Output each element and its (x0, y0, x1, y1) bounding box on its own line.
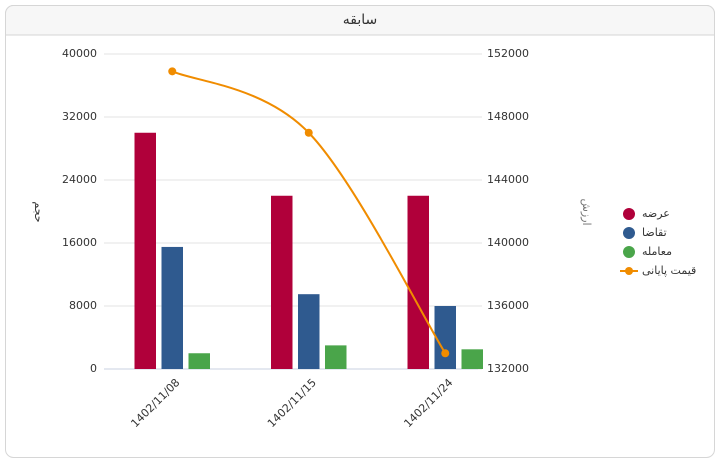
legend-marker (625, 267, 633, 275)
y2-tick-label: 140000 (487, 236, 529, 249)
legend-label: تقاضا (642, 226, 667, 239)
line-point (441, 349, 450, 358)
legend-label: قیمت پایانی (642, 264, 696, 277)
bar (434, 306, 456, 369)
line-point (304, 128, 313, 137)
y2-tick-label: 148000 (487, 110, 529, 123)
line (171, 70, 447, 354)
bar (188, 353, 210, 369)
bar (298, 294, 320, 369)
legend-marker (623, 227, 635, 239)
y2-tick-label: 132000 (487, 362, 529, 375)
y2-axis-label: ارزش (580, 198, 593, 225)
legend-label: معامله (642, 245, 672, 258)
y2-tick-label: 136000 (487, 299, 529, 312)
y-tick-label: 16000 (62, 236, 97, 249)
y-tick-label: 40000 (62, 47, 97, 60)
line-point (168, 67, 177, 76)
bar (325, 345, 347, 369)
bar (161, 246, 183, 369)
y-tick-label: 0 (90, 362, 97, 375)
legend-marker (623, 246, 635, 258)
y-axis-label: حجم (32, 201, 45, 222)
legend-label: عرضه (642, 207, 670, 220)
legend-marker (623, 208, 635, 220)
bar (134, 132, 156, 369)
panel-header (5, 5, 715, 36)
y-tick-label: 24000 (62, 173, 97, 186)
y2-tick-label: 152000 (487, 47, 529, 60)
y-tick-label: 8000 (69, 299, 97, 312)
bar (407, 195, 429, 369)
panel-border (5, 5, 715, 458)
y2-tick-label: 144000 (487, 173, 529, 186)
bar (461, 349, 483, 369)
y-tick-label: 32000 (62, 110, 97, 123)
bar (271, 195, 293, 369)
panel-title: سابقه (343, 12, 377, 28)
